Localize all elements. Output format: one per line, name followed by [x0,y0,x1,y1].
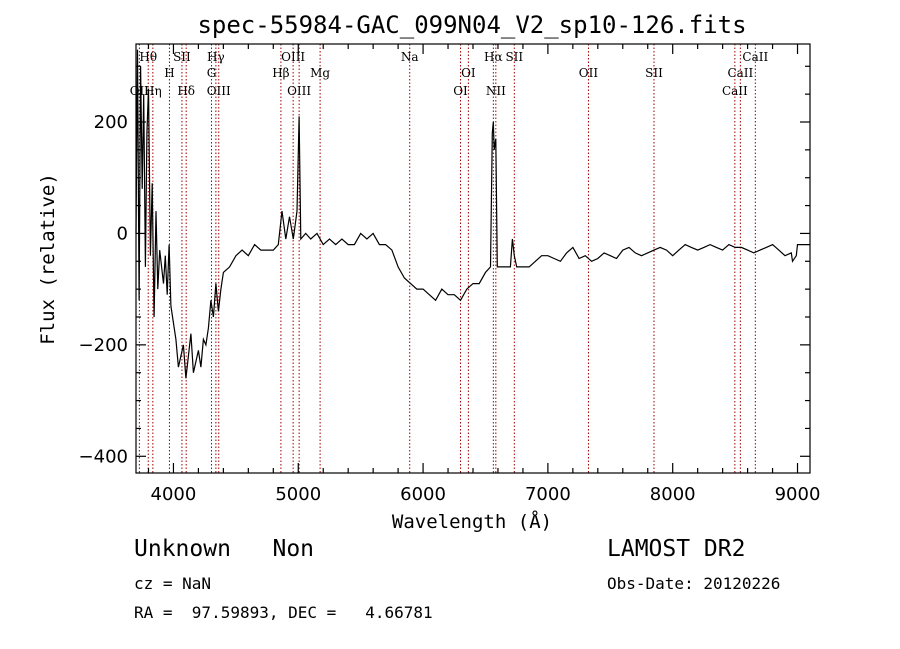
y-tick-label: 200 [94,112,128,133]
classification-label: Unknown Non [134,536,315,562]
cz-label: cz = NaN [134,574,212,593]
line-marker-label: Mg [310,66,330,80]
line-marker-label: SII [173,50,191,64]
line-marker-label: OII [579,66,599,80]
x-tick-label: 6000 [400,484,446,505]
obs-date-label: Obs-Date: 20120226 [607,574,781,593]
y-tick-label: 0 [117,223,128,244]
line-marker-label: CaII [727,66,753,80]
line-marker-label: OII [130,84,150,98]
coordinates-label: RA = 97.59893, DEC = 4.66781 [134,603,433,622]
line-marker-label: G [207,66,217,80]
y-tick-label: −400 [79,446,128,467]
y-axis-label: Flux (relative) [37,173,59,345]
x-tick-label: 8000 [650,484,696,505]
x-tick-label: 4000 [151,484,197,505]
x-tick-labels: 4000 5000 6000 7000 8000 9000 [151,484,821,505]
line-marker-label: NII [486,84,506,98]
line-marker-label: OI [461,66,476,80]
line-marker-label: CaII [742,50,768,64]
line-marker-label: Hδ [177,84,195,98]
line-marker-label: OIII [207,84,231,98]
line-marker-label: OIII [281,50,305,64]
line-marker-label: CaII [722,84,748,98]
line-marker-label: OI [453,84,468,98]
x-axis-label: Wavelength (Å) [392,510,552,533]
y-tick-label: −200 [79,335,128,356]
line-marker-label: SII [645,66,663,80]
x-tick-label: 7000 [525,484,571,505]
plot-frame [135,43,811,474]
y-tick-labels: −400 −200 0 200 [79,112,128,467]
line-marker-label: H [164,66,174,80]
line-marker-label: Hθ [139,50,157,64]
line-marker-label: Na [401,50,419,64]
survey-label: LAMOST DR2 [607,536,746,562]
line-markers [138,44,756,473]
line-marker-label: Hη [144,84,162,98]
line-marker-label: OIII [287,84,311,98]
x-tick-label: 5000 [275,484,321,505]
line-marker-label: SII [505,50,523,64]
chart-title: spec-55984-GAC_099N04_V2_sp10-126.fits [197,11,746,39]
line-marker-label: Hβ [272,66,289,80]
axis-ticks [136,44,810,473]
x-tick-label: 9000 [775,484,821,505]
spectrum-line [135,49,810,379]
line-marker-label: Hγ [207,50,225,64]
line-marker-label: Hα [484,50,503,64]
